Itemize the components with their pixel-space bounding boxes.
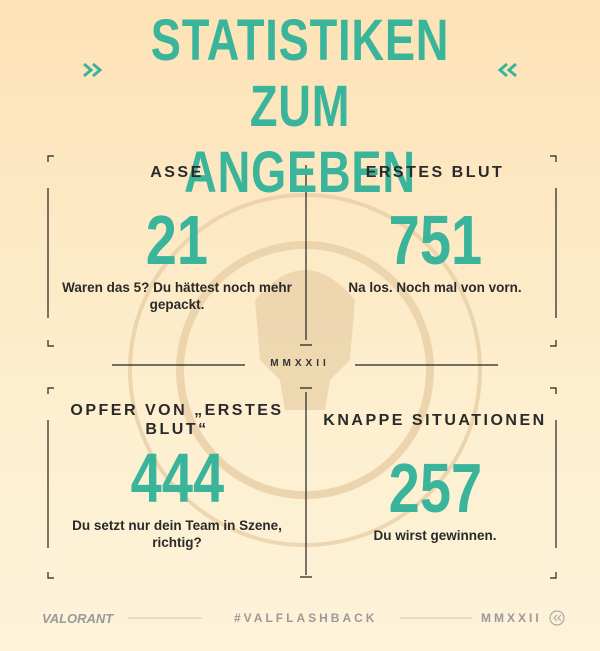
- stat-card: KNAPPE SITUATIONEN 257 Du wirst gewinnen.: [320, 411, 550, 544]
- stat-label: KNAPPE SITUATIONEN: [323, 412, 547, 429]
- hashtag: #VALFLASHBACK: [234, 611, 378, 625]
- stat-value: 21: [62, 201, 292, 279]
- stat-value: 257: [320, 449, 550, 527]
- stat-card: ASSE 21 Waren das 5? Du hättest noch mehr …: [62, 163, 292, 313]
- stat-value-text: 257: [388, 449, 482, 527]
- stat-value-text: 444: [130, 439, 224, 517]
- footer-year: MMXXII: [481, 611, 542, 625]
- title: STATISTIKEN ZUM ANGEBEN: [100, 8, 500, 206]
- stat-caption: Du wirst gewinnen.: [373, 528, 497, 543]
- stat-card: OPFER VON „ERSTES BLUT“ 444 Du setzt nur d…: [62, 401, 292, 551]
- stat-value-text: 21: [145, 201, 209, 279]
- logo: VALORANT: [42, 611, 114, 626]
- stat-value: 751: [320, 201, 550, 279]
- stat-value-text: 751: [388, 201, 482, 279]
- stat-value: 444: [62, 439, 292, 517]
- stat-label: ASSE: [150, 164, 204, 181]
- stat-caption: Na los. Noch mal von vorn.: [348, 280, 522, 295]
- stat-card: ERSTES BLUT 751 Na los. Noch mal von vorn.: [320, 163, 550, 296]
- divider-label: MMXXII: [270, 358, 330, 369]
- stat-label: ERSTES BLUT: [365, 164, 505, 181]
- stat-caption: Du setzt nur dein Team in Szene, richtig…: [72, 518, 282, 550]
- title-text: STATISTIKEN ZUM ANGEBEN: [150, 8, 450, 205]
- stat-caption: Waren das 5? Du hättest noch mehr gepack…: [62, 280, 292, 312]
- stat-label: OPFER VON „ERSTES BLUT“: [70, 402, 284, 438]
